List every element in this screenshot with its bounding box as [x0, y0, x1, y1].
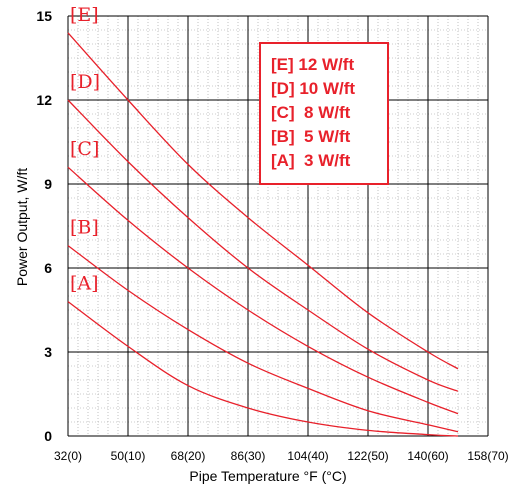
legend: [E] 12 W/ft [D] 10 W/ft [C] 8 W/ft [B] 5… — [259, 42, 389, 185]
curves — [67, 32, 459, 437]
y-tick-labels: 0 3 6 9 12 15 — [36, 8, 52, 444]
legend-entry-b: [B] 5 W/ft — [271, 127, 351, 146]
x-tick-label: 140(60) — [407, 449, 448, 463]
legend-box — [259, 42, 389, 185]
y-tick-label: 0 — [44, 428, 52, 444]
series-line-a — [67, 301, 459, 437]
y-tick-label: 9 — [44, 176, 52, 192]
curve-labels: [E] [D] [C] [B] [A] — [70, 4, 100, 295]
x-tick-label: 86(30) — [231, 449, 266, 463]
legend-entry-d: [D] 10 W/ft — [271, 79, 355, 98]
legend-entry-a: [A] 3 W/ft — [271, 151, 351, 170]
x-tick-labels: 32(0) 50(10) 68(20) 86(30) 104(40) 122(50) 140… — [54, 449, 509, 463]
y-axis-title: Power Output, W/ft — [14, 168, 30, 286]
x-tick-label: 68(20) — [171, 449, 206, 463]
series-line-d — [67, 99, 459, 392]
x-tick-label: 32(0) — [54, 449, 82, 463]
y-tick-label: 12 — [36, 92, 52, 108]
legend-entry-e: [E] 12 W/ft — [271, 55, 354, 74]
series-label-e: [E] — [70, 4, 99, 26]
y-tick-label: 6 — [44, 260, 52, 276]
legend-entry-c: [C] 8 W/ft — [271, 103, 351, 122]
series-label-d: [D] — [70, 71, 100, 93]
x-tick-label: 158(70) — [467, 449, 508, 463]
x-axis-title: Pipe Temperature °F (°C) — [189, 468, 346, 484]
series-label-a: [A] — [70, 273, 99, 295]
y-tick-label: 3 — [44, 344, 52, 360]
x-tick-label: 122(50) — [347, 449, 388, 463]
y-tick-label: 15 — [36, 8, 52, 24]
series-label-c: [C] — [70, 138, 99, 160]
x-tick-label: 50(10) — [111, 449, 146, 463]
series-line-e — [67, 32, 459, 370]
x-tick-label: 104(40) — [287, 449, 328, 463]
grid-major — [67, 15, 489, 437]
series-line-c — [67, 166, 459, 415]
series-line-b — [67, 245, 459, 433]
series-label-b: [B] — [70, 217, 99, 239]
